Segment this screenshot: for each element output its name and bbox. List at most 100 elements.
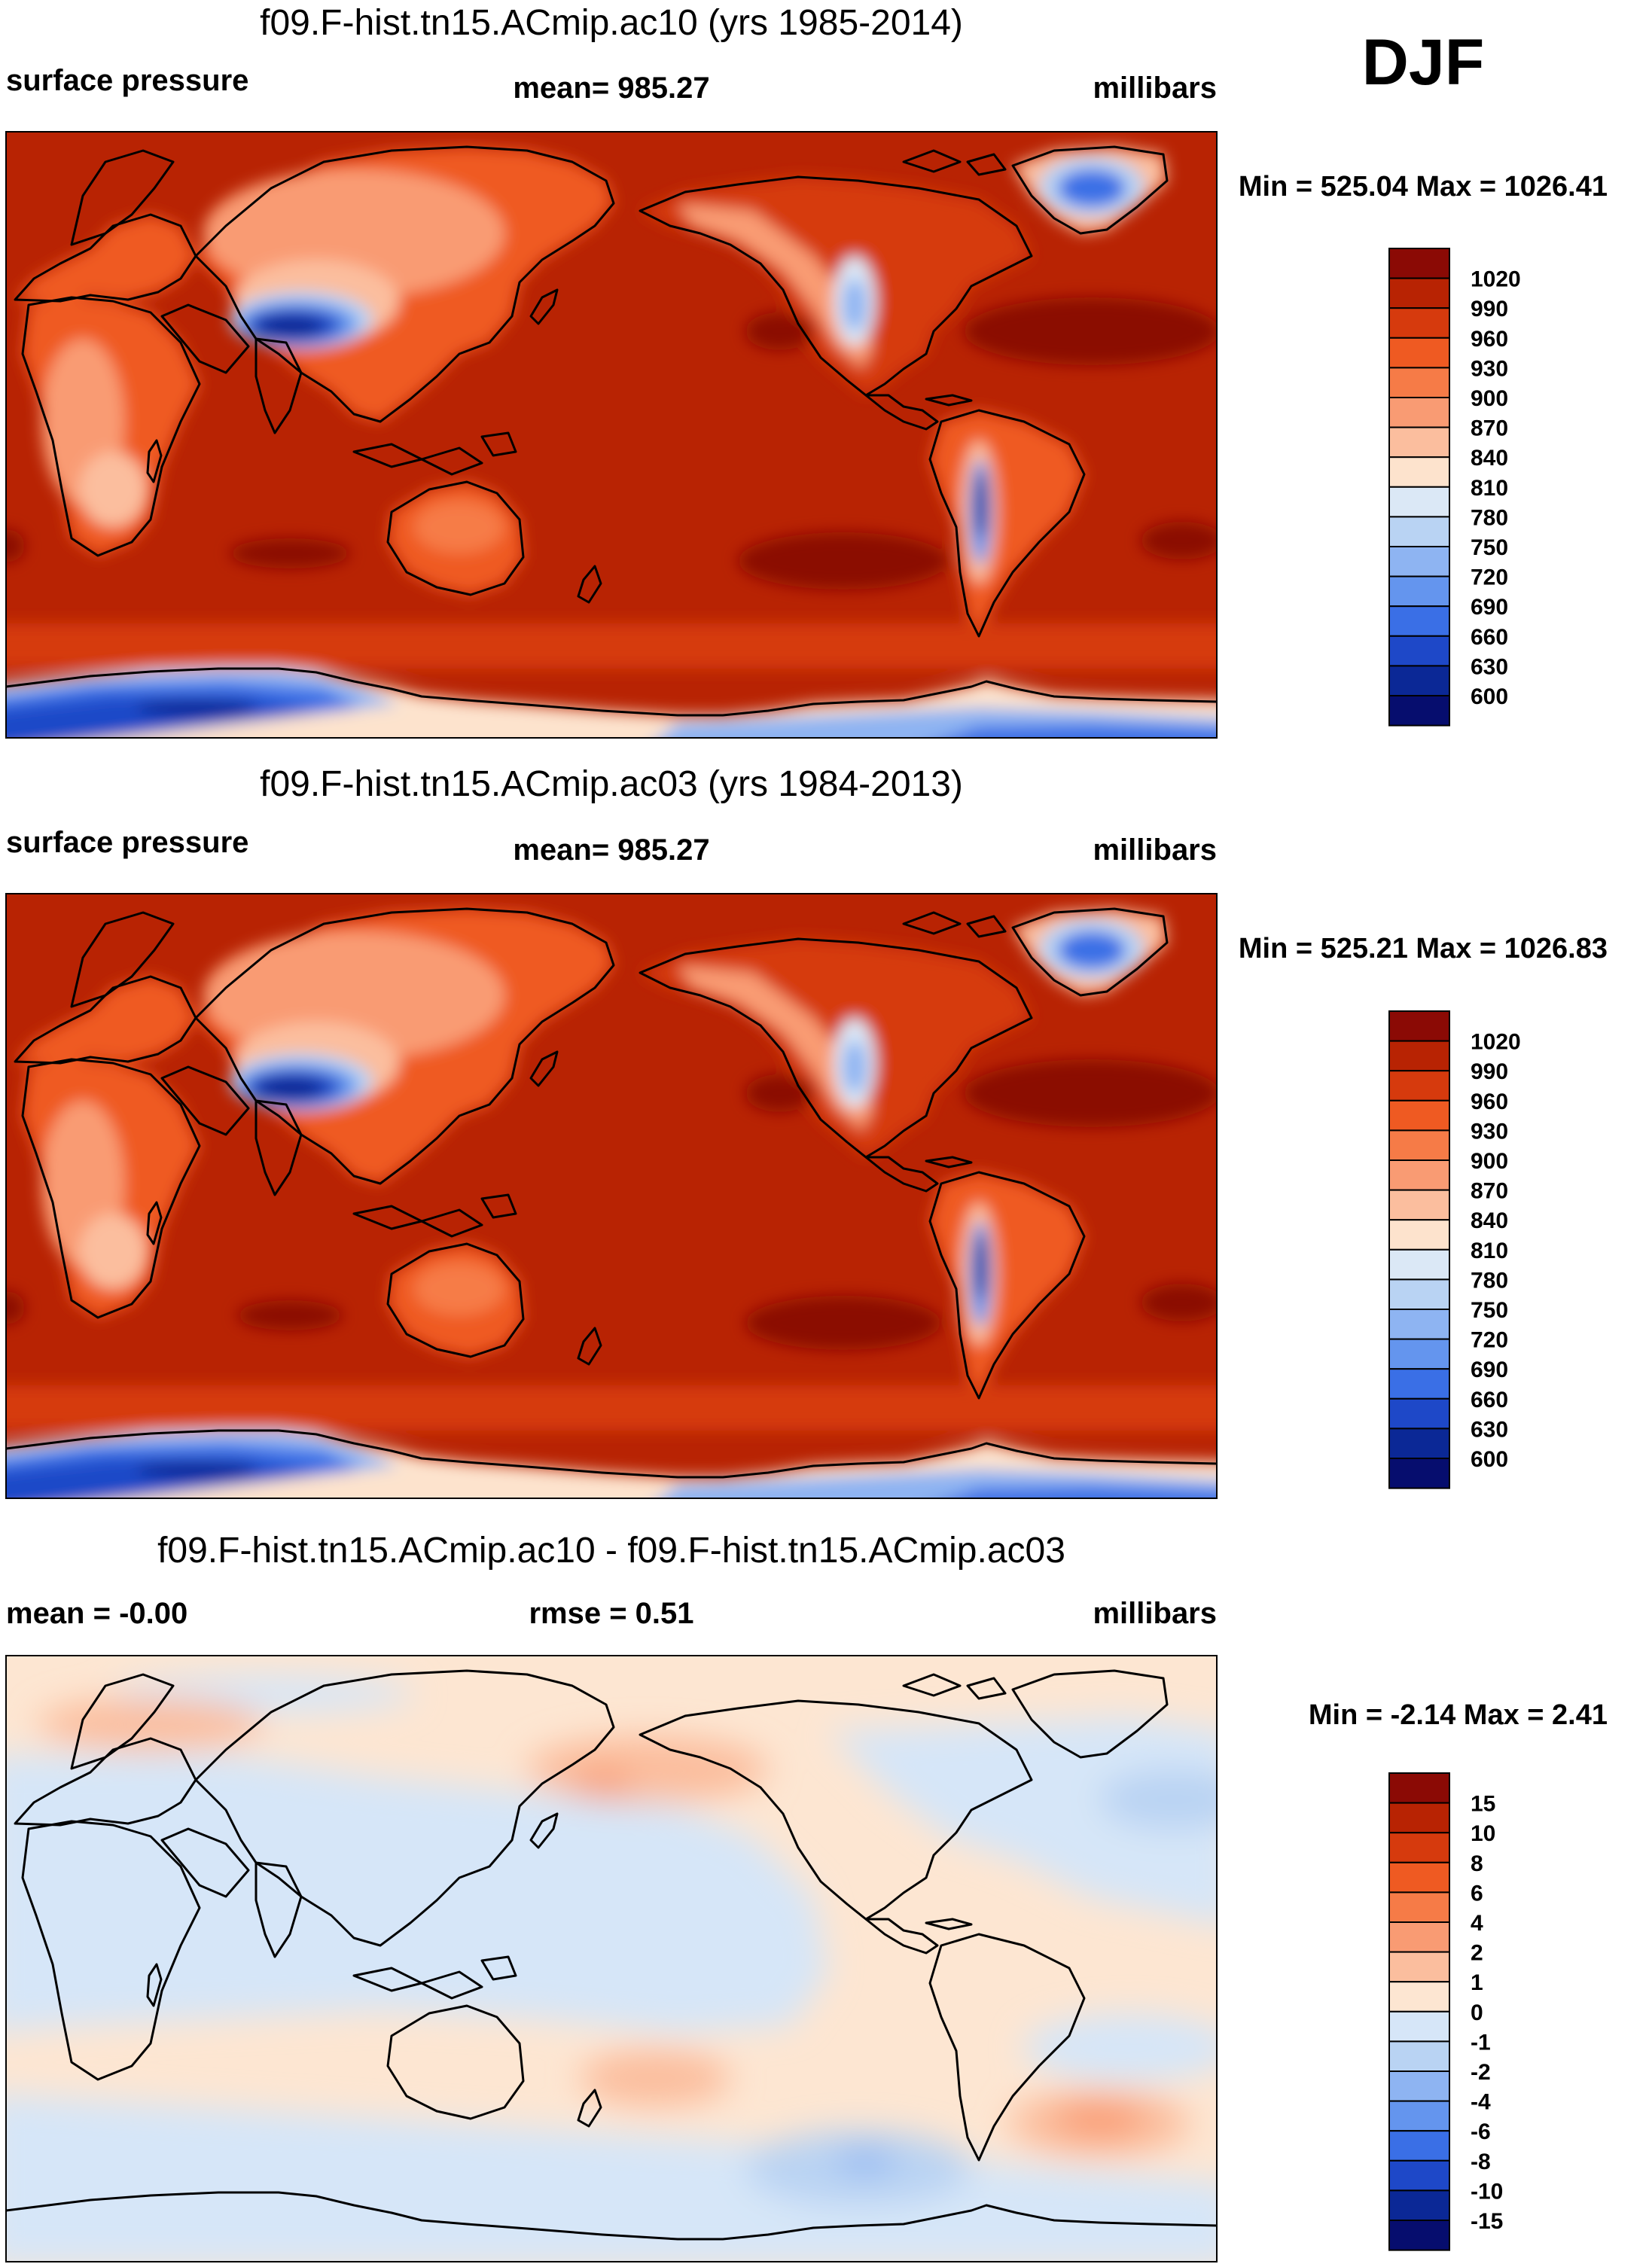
panel-1-colorbar-swatch	[1388, 277, 1450, 309]
panel-2-colorbar-swatch	[1388, 1099, 1450, 1132]
panel-3-title: f09.F-hist.tn15.ACmip.ac10 - f09.F-hist.…	[157, 1531, 1065, 1571]
panel-2-colorbar-swatch	[1388, 1458, 1450, 1489]
panel-3-colorbar-swatch	[1388, 2070, 1450, 2102]
panel-1-colorbar-swatch	[1388, 337, 1450, 369]
panel-3-colorbar-swatch	[1388, 1861, 1450, 1894]
panel-1-variable: surface pressure	[6, 64, 248, 97]
panel-1-colorbar-tick-label: 780	[1471, 505, 1508, 530]
panel-3-colorbar-tick-label: 1	[1471, 1970, 1483, 1995]
panel-2-colorbar-swatch	[1388, 1309, 1450, 1340]
panel-3-colorbar-swatch	[1388, 1832, 1450, 1863]
panel-2-colorbar-tick-label: 750	[1471, 1298, 1508, 1323]
panel-2-colorbar-swatch	[1388, 1070, 1450, 1102]
panel-3-colorbar-tick-label: 8	[1471, 1851, 1483, 1876]
panel-2-colorbar-swatch	[1388, 1248, 1450, 1281]
panel-1-colorbar-swatch	[1388, 635, 1450, 667]
panel-3-colorbar-tick-label: 2	[1471, 1941, 1483, 1966]
panel-3-colorbar-tick-label: -2	[1471, 2060, 1491, 2085]
panel-3-colorbar-tick-label: 15	[1471, 1792, 1495, 1817]
panel-3-colorbar-tick-label: -6	[1471, 2119, 1491, 2144]
panel-3-colorbar-swatch	[1388, 2010, 1450, 2043]
panel-2-colorbar: 1020 990 960 930 900 870 840 810 780 750 720 690 660…	[1388, 1010, 1521, 1489]
panel-2-colorbar-tick-label: 990	[1471, 1059, 1508, 1084]
panel-1-units: millibars	[1093, 72, 1217, 105]
panel-3-colorbar-swatch	[1388, 1981, 1450, 2013]
panel-1-colorbar-swatch	[1388, 456, 1450, 488]
panel-1-colorbar-tick-label: 810	[1471, 476, 1508, 501]
panel-1-colorbar-swatch	[1388, 516, 1450, 548]
panel-1-colorbar-tick-label: 720	[1471, 565, 1508, 590]
panel-2-colorbar-swatch	[1388, 1040, 1450, 1072]
panel-1: f09.F-hist.tn15.ACmip.ac10 (yrs 1985-201…	[5, 3, 1608, 739]
panel-3-colorbar-tick-label: 6	[1471, 1881, 1483, 1906]
panel-3-colorbar-swatch	[1388, 2040, 1450, 2072]
panel-3-colorbar-swatch	[1388, 2130, 1450, 2162]
panel-3-colorbar-tick-label: 0	[1471, 2000, 1483, 2025]
panel-1-colorbar-swatch	[1388, 426, 1450, 459]
panel-1-colorbar-tick-label: 1020	[1471, 267, 1521, 292]
panel-2-colorbar-tick-label: 810	[1471, 1239, 1508, 1263]
panel-1-colorbar-swatch	[1388, 397, 1450, 428]
panel-2-colorbar-swatch	[1388, 1010, 1450, 1042]
panel-2-colorbar-tick-label: 600	[1471, 1447, 1508, 1472]
panel-3: f09.F-hist.tn15.ACmip.ac10 - f09.F-hist.…	[5, 1531, 1608, 2262]
panel-3-colorbar-tick-label: -10	[1471, 2179, 1503, 2204]
panel-1-colorbar-tick-label: 840	[1471, 446, 1508, 471]
panel-2-colorbar-tick-label: 870	[1471, 1179, 1508, 1204]
panel-2-colorbar-swatch	[1388, 1428, 1450, 1460]
panel-2-colorbar-swatch	[1388, 1159, 1450, 1191]
panel-2-colorbar-swatch	[1388, 1338, 1450, 1370]
panel-1-colorbar-tick-label: 630	[1471, 654, 1508, 679]
panel-2-colorbar-tick-label: 840	[1471, 1208, 1508, 1233]
panel-3-colorbar-swatch	[1388, 2100, 1450, 2132]
season-label: DJF	[1362, 26, 1484, 99]
panel-2-colorbar-swatch	[1388, 1219, 1450, 1251]
panel-1-colorbar-tick-label: 750	[1471, 535, 1508, 560]
panel-1-colorbar-swatch	[1388, 665, 1450, 697]
panel-1-colorbar-tick-label: 660	[1471, 625, 1508, 650]
panel-1-colorbar-tick-label: 930	[1471, 356, 1508, 381]
panel-3-colorbar-swatch	[1388, 1891, 1450, 1923]
panel-2-map	[6, 894, 1217, 1498]
panel-3-colorbar-swatch	[1388, 1802, 1450, 1834]
panel-1-colorbar-tick-label: 990	[1471, 297, 1508, 321]
panel-1-colorbar-tick-label: 870	[1471, 416, 1508, 441]
panel-1-colorbar-swatch	[1388, 307, 1450, 339]
panel-3-rmse: rmse = 0.51	[529, 1597, 693, 1630]
panel-2-colorbar-tick-label: 960	[1471, 1089, 1508, 1114]
panel-2-mean: mean= 985.27	[513, 833, 709, 867]
panel-3-colorbar-tick-label: -1	[1471, 2030, 1491, 2055]
panel-2-colorbar-swatch	[1388, 1278, 1450, 1311]
panel-3-units: millibars	[1093, 1597, 1217, 1630]
panel-2-colorbar-tick-label: 630	[1471, 1417, 1508, 1442]
panel-2-title: f09.F-hist.tn15.ACmip.ac03 (yrs 1984-201…	[260, 764, 963, 804]
panel-1-colorbar-swatch	[1388, 486, 1450, 518]
panel-3-colorbar-tick-label: 10	[1471, 1821, 1495, 1846]
panel-3-colorbar-tick-label: 4	[1471, 1911, 1483, 1936]
panel-1-colorbar: 1020 990 960 930 900 870 840 810 780 750 720 690 660…	[1388, 248, 1521, 727]
panel-1-colorbar-swatch	[1388, 575, 1450, 608]
panel-1-map	[6, 132, 1217, 738]
panel-3-colorbar-tick-label: -4	[1471, 2090, 1491, 2115]
panel-1-minmax: Min = 525.04 Max = 1026.41	[1239, 171, 1608, 203]
panel-2-colorbar-tick-label: 690	[1471, 1357, 1508, 1382]
panel-1-colorbar-swatch	[1388, 367, 1450, 398]
panel-1-mean: mean= 985.27	[513, 72, 709, 105]
panel-2-colorbar-tick-label: 1020	[1471, 1030, 1521, 1055]
panel-3-map	[6, 1656, 1217, 2262]
panel-2-colorbar-tick-label: 930	[1471, 1119, 1508, 1144]
panel-3-mean: mean = -0.00	[6, 1597, 187, 1630]
panel-2-colorbar-swatch	[1388, 1368, 1450, 1400]
panel-3-colorbar-swatch	[1388, 1772, 1450, 1804]
panel-1-colorbar-swatch	[1388, 695, 1450, 727]
panel-3-colorbar-tick-label: -8	[1471, 2150, 1491, 2174]
panel-1-colorbar-swatch	[1388, 248, 1450, 279]
panel-1-title: f09.F-hist.tn15.ACmip.ac10 (yrs 1985-201…	[260, 3, 963, 43]
panel-1-colorbar-swatch	[1388, 605, 1450, 637]
panel-3-colorbar-tick-label: -15	[1471, 2209, 1503, 2234]
panel-2-colorbar-tick-label: 720	[1471, 1328, 1508, 1353]
panel-2-minmax: Min = 525.21 Max = 1026.83	[1239, 933, 1608, 964]
panel-3-colorbar-swatch	[1388, 2220, 1450, 2251]
panel-1-colorbar-tick-label: 600	[1471, 684, 1508, 709]
